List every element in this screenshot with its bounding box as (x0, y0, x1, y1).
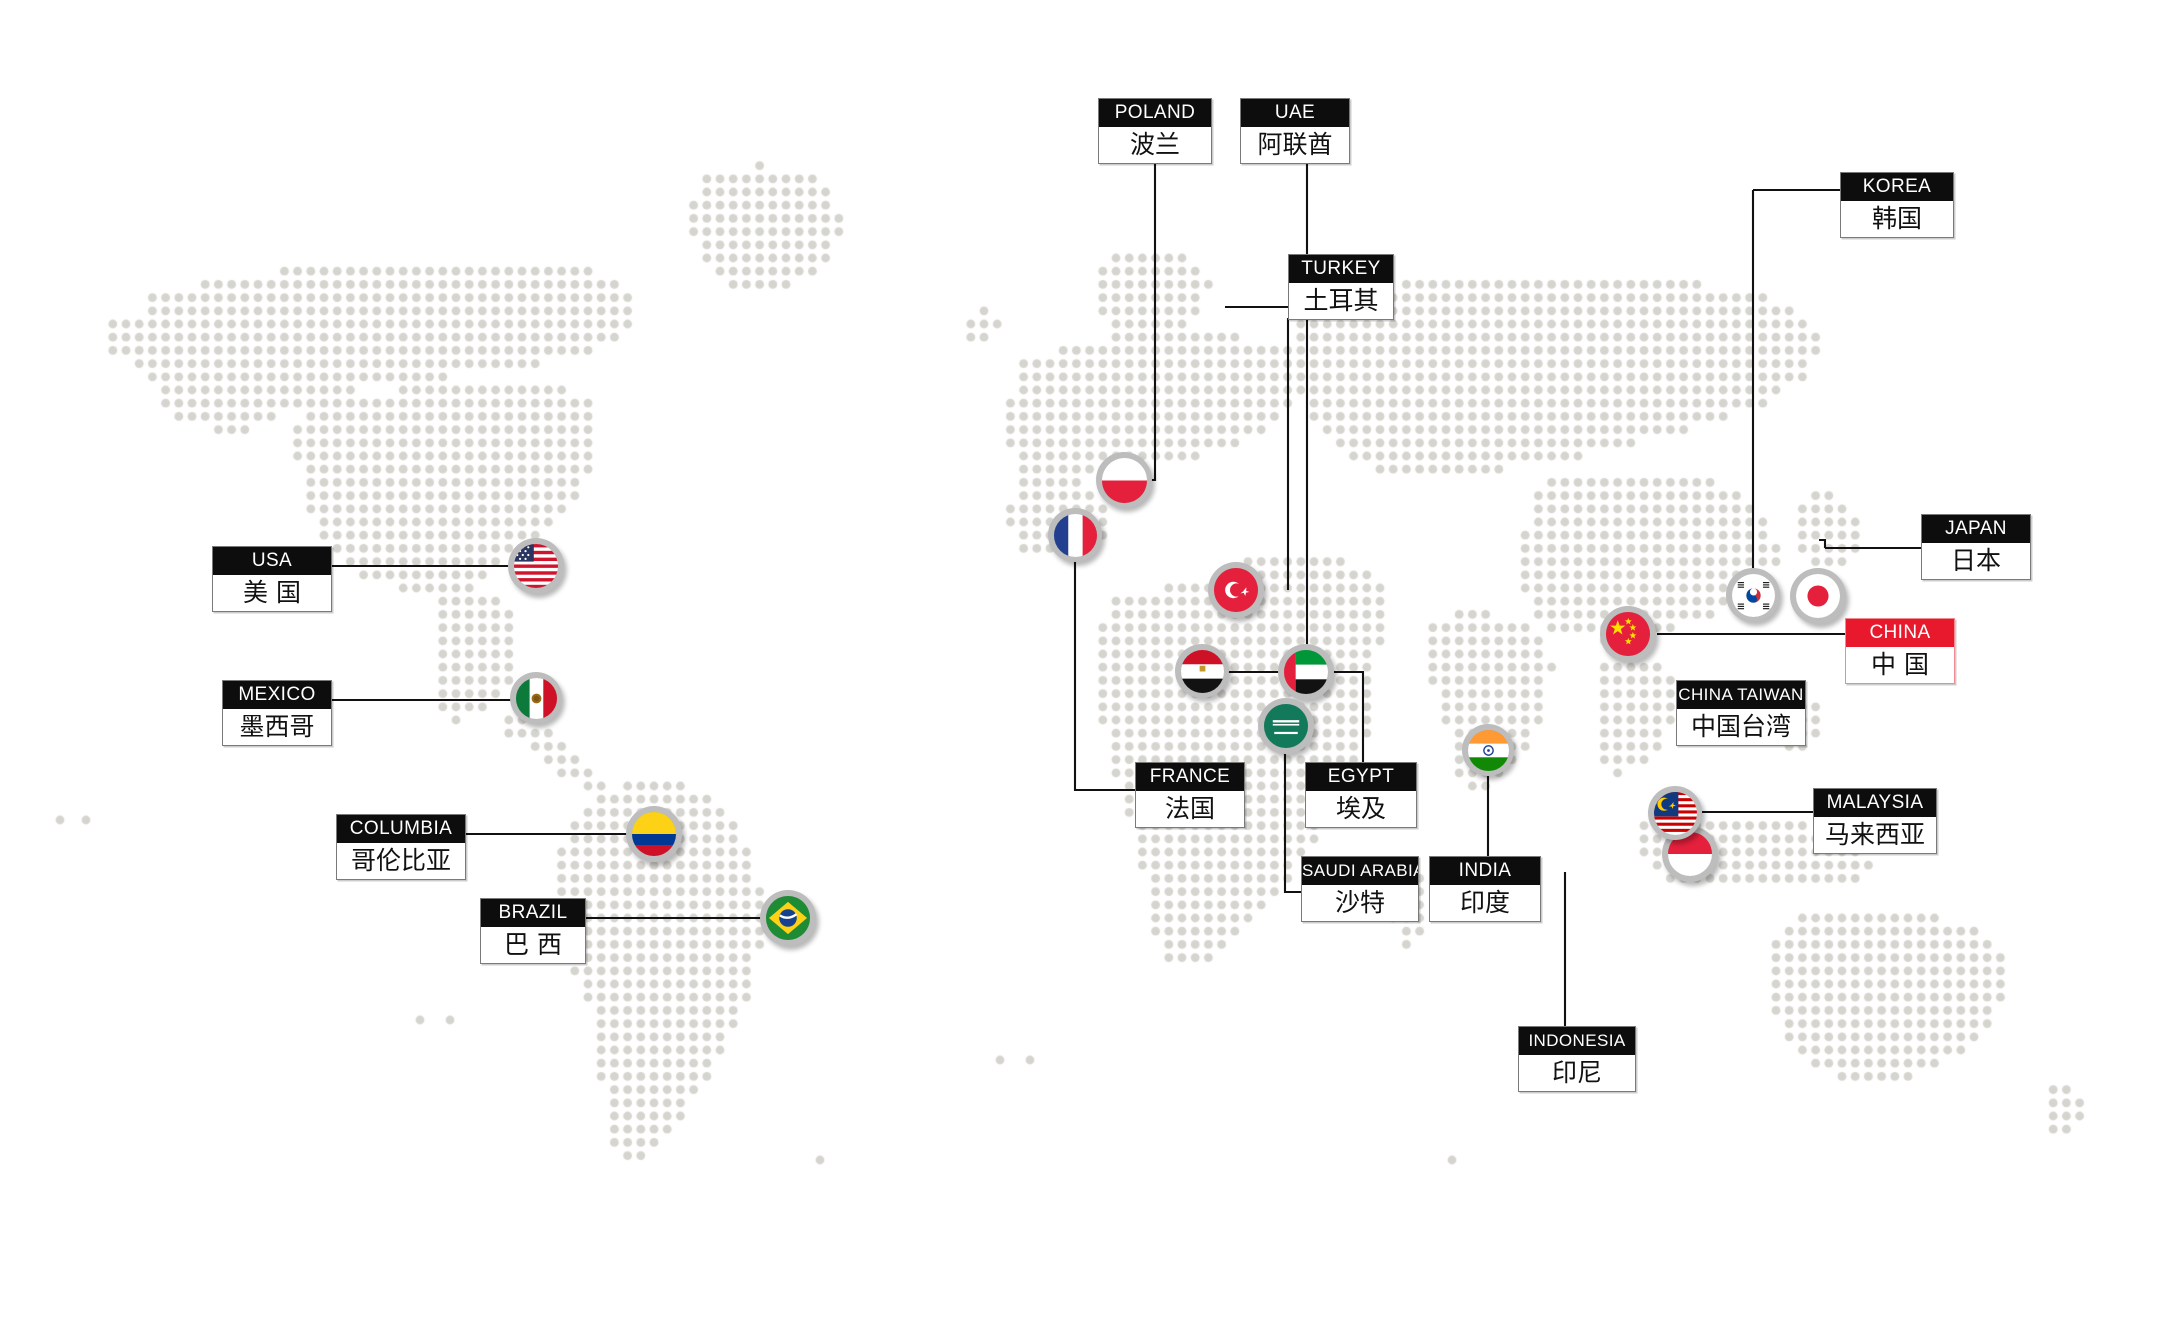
flag-poland-icon (1101, 457, 1147, 503)
flag-columbia-icon (632, 812, 676, 856)
label-france[interactable]: FRANCE 法国 (1135, 762, 1245, 828)
flag-saudi-arabia-icon (1264, 704, 1308, 748)
label-mexico-en: MEXICO (223, 681, 331, 709)
label-malaysia-en: MALAYSIA (1814, 789, 1936, 817)
pin-japan[interactable] (1790, 568, 1846, 624)
label-columbia[interactable]: COLUMBIA 哥伦比亚 (336, 814, 466, 880)
flag-france-icon (1053, 513, 1097, 557)
label-indonesia-cn: 印尼 (1519, 1055, 1635, 1091)
label-china-taiwan-cn: 中国台湾 (1677, 709, 1805, 745)
label-france-cn: 法国 (1136, 791, 1244, 827)
label-saudi-arabia-cn: 沙特 (1302, 885, 1418, 921)
pin-india[interactable] (1462, 724, 1514, 776)
flag-usa-icon (514, 544, 558, 588)
pin-turkey[interactable] (1208, 562, 1264, 618)
label-malaysia[interactable]: MALAYSIA 马来西亚 (1813, 788, 1937, 854)
pin-columbia[interactable] (626, 806, 682, 862)
label-egypt[interactable]: EGYPT 埃及 (1305, 762, 1417, 828)
label-egypt-en: EGYPT (1306, 763, 1416, 791)
label-korea[interactable]: KOREA 韩国 (1840, 172, 1954, 238)
label-china-cn: 中 国 (1846, 647, 1954, 683)
label-india-cn: 印度 (1430, 885, 1540, 921)
label-brazil-cn: 巴 西 (481, 927, 585, 963)
label-india[interactable]: INDIA 印度 (1429, 856, 1541, 922)
pin-usa[interactable] (508, 538, 564, 594)
pin-brazil[interactable] (760, 890, 816, 946)
label-korea-cn: 韩国 (1841, 201, 1953, 237)
label-saudi-arabia-en: SAUDI ARABIA (1302, 857, 1418, 885)
label-japan-cn: 日本 (1922, 543, 2030, 579)
label-usa-cn: 美 国 (213, 575, 331, 611)
label-turkey-cn: 土耳其 (1289, 283, 1393, 319)
label-brazil[interactable]: BRAZIL 巴 西 (480, 898, 586, 964)
pin-saudi-arabia[interactable] (1258, 698, 1314, 754)
label-france-en: FRANCE (1136, 763, 1244, 791)
label-poland[interactable]: POLAND 波兰 (1098, 98, 1212, 164)
label-turkey[interactable]: TURKEY 土耳其 (1288, 254, 1394, 320)
label-turkey-en: TURKEY (1289, 255, 1393, 283)
pin-mexico[interactable] (510, 672, 562, 724)
label-malaysia-cn: 马来西亚 (1814, 817, 1936, 853)
pin-korea[interactable] (1726, 568, 1780, 622)
label-china[interactable]: CHINA 中 国 (1845, 618, 1955, 684)
flag-malaysia-icon (1653, 791, 1697, 835)
label-uae-cn: 阿联酋 (1241, 127, 1349, 163)
flag-india-icon (1467, 729, 1509, 771)
label-uae[interactable]: UAE 阿联酋 (1240, 98, 1350, 164)
label-usa[interactable]: USA 美 国 (212, 546, 332, 612)
flag-mexico-icon (515, 677, 557, 719)
flag-uae-icon (1284, 650, 1328, 694)
label-korea-en: KOREA (1841, 173, 1953, 201)
pin-malaysia[interactable] (1648, 786, 1702, 840)
label-china-taiwan[interactable]: CHINA TAIWAN 中国台湾 (1676, 680, 1806, 746)
flag-japan-icon (1796, 574, 1840, 618)
pin-egypt[interactable] (1175, 644, 1229, 698)
label-india-en: INDIA (1430, 857, 1540, 885)
flag-china-icon (1606, 612, 1650, 656)
label-egypt-cn: 埃及 (1306, 791, 1416, 827)
label-brazil-en: BRAZIL (481, 899, 585, 927)
label-mexico-cn: 墨西哥 (223, 709, 331, 745)
label-china-en: CHINA (1846, 619, 1954, 647)
pin-poland[interactable] (1096, 452, 1152, 508)
label-mexico[interactable]: MEXICO 墨西哥 (222, 680, 332, 746)
pin-france[interactable] (1048, 508, 1102, 562)
label-uae-en: UAE (1241, 99, 1349, 127)
label-indonesia[interactable]: INDONESIA 印尼 (1518, 1026, 1636, 1092)
label-poland-en: POLAND (1099, 99, 1211, 127)
label-china-taiwan-en: CHINA TAIWAN (1677, 681, 1805, 709)
flag-egypt-icon (1180, 649, 1224, 693)
label-japan-en: JAPAN (1922, 515, 2030, 543)
flag-korea-icon (1731, 573, 1775, 617)
pin-china[interactable] (1600, 606, 1656, 662)
label-usa-en: USA (213, 547, 331, 575)
pin-uae[interactable] (1278, 644, 1334, 700)
label-poland-cn: 波兰 (1099, 127, 1211, 163)
label-indonesia-en: INDONESIA (1519, 1027, 1635, 1055)
label-saudi-arabia[interactable]: SAUDI ARABIA 沙特 (1301, 856, 1419, 922)
flag-turkey-icon (1214, 568, 1258, 612)
label-japan[interactable]: JAPAN 日本 (1921, 514, 2031, 580)
label-columbia-cn: 哥伦比亚 (337, 843, 465, 879)
flag-brazil-icon (766, 896, 810, 940)
label-columbia-en: COLUMBIA (337, 815, 465, 843)
